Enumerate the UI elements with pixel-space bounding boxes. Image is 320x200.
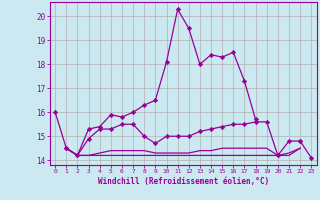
X-axis label: Windchill (Refroidissement éolien,°C): Windchill (Refroidissement éolien,°C) [98, 177, 269, 186]
